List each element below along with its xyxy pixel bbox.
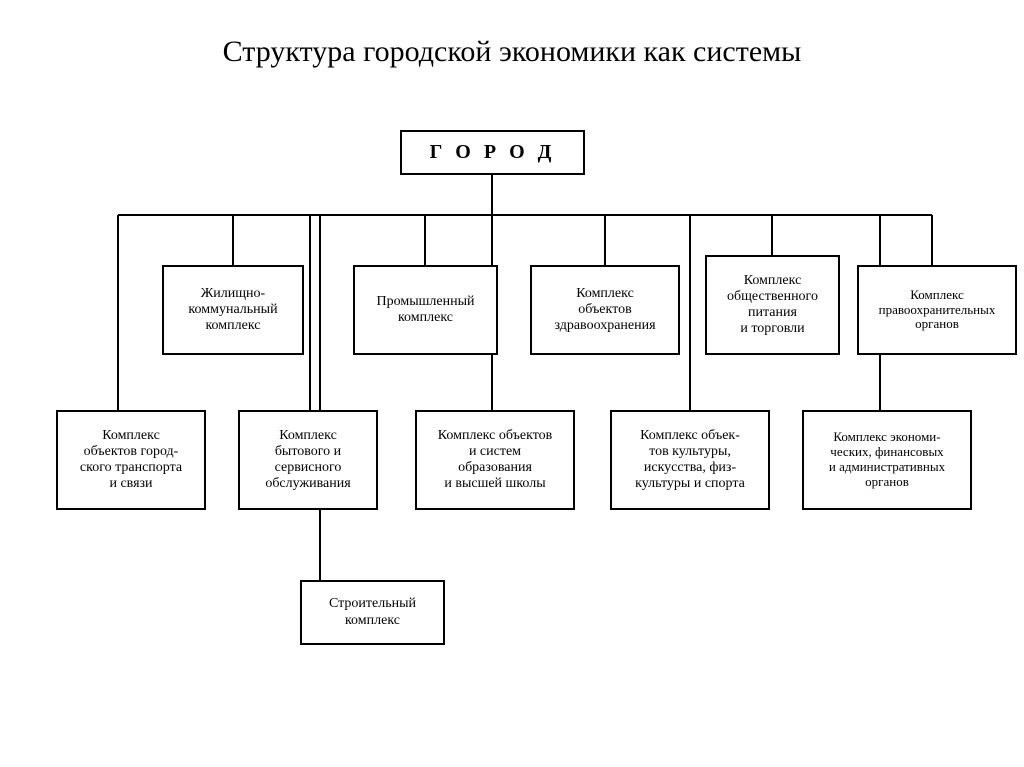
node-r2c3: Комплекс объектови системобразованияи вы… [415, 410, 575, 510]
node-r2c2: Комплексбытового исервисногообслуживания [238, 410, 378, 510]
node-r1c4: Комплексобщественногопитанияи торговли [705, 255, 840, 355]
node-r1c2: Промышленныйкомплекс [353, 265, 498, 355]
diagram-title: Структура городской экономики как систем… [0, 35, 1024, 69]
node-r2c5: Комплекс экономи-ческих, финансовыхи адм… [802, 410, 972, 510]
node-r3c1: Строительныйкомплекс [300, 580, 445, 645]
node-r1c3: Комплексобъектовздравоохранения [530, 265, 680, 355]
connector-lines [0, 0, 1024, 767]
node-r1c5: Комплексправоохранительныхорганов [857, 265, 1017, 355]
node-r1c1: Жилищно-коммунальныйкомплекс [162, 265, 304, 355]
node-root: Г О Р О Д [400, 130, 585, 175]
node-r2c4: Комплекс объек-тов культуры,искусства, ф… [610, 410, 770, 510]
node-r2c1: Комплексобъектов город-ского транспортаи… [56, 410, 206, 510]
